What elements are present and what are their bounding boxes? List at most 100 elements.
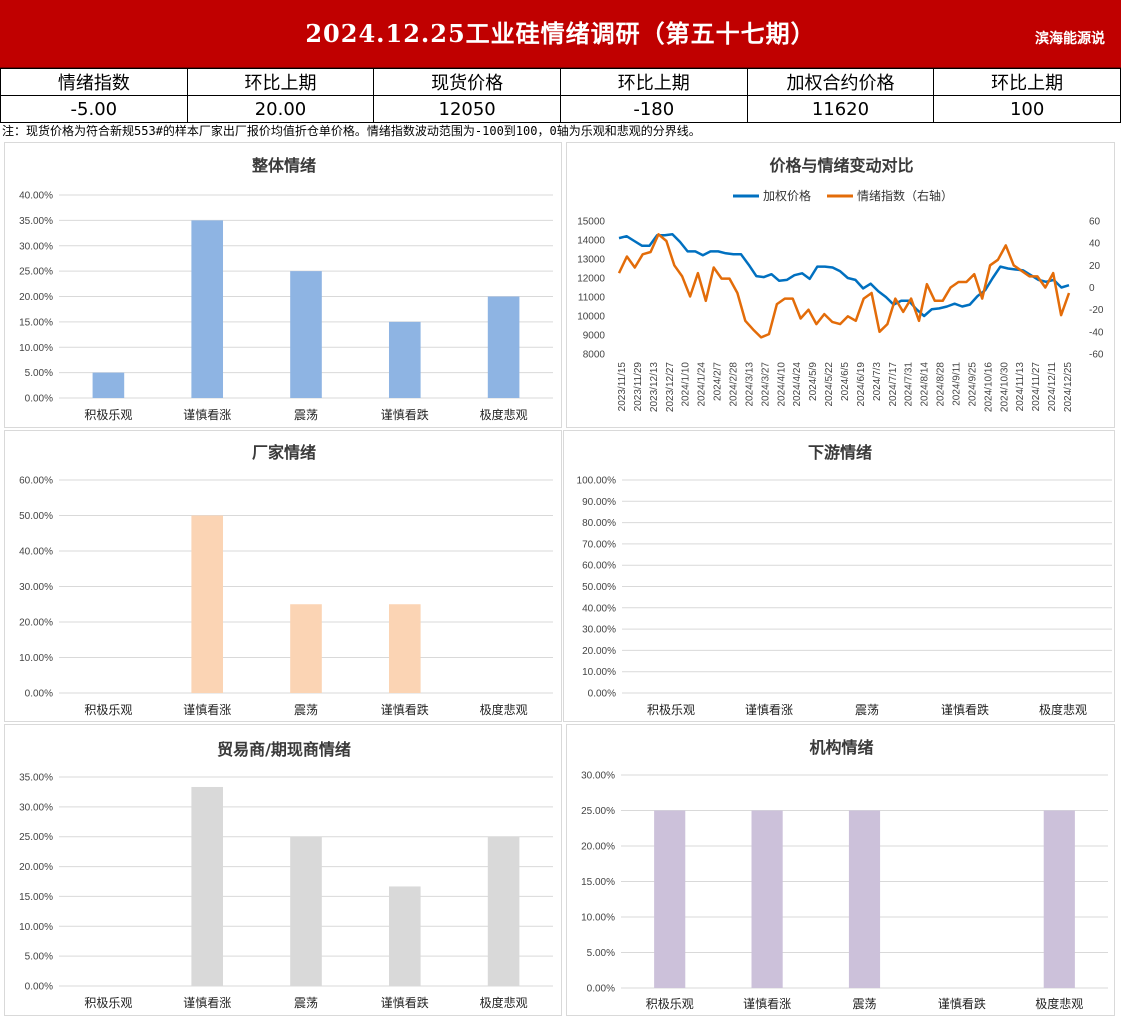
summary-header-cell: 环比上期 <box>186 68 375 96</box>
y-tick-label: 0.00% <box>588 689 616 700</box>
y-tick-label: 70.00% <box>582 539 616 550</box>
x-category-label: 谨慎看跌 <box>381 702 429 717</box>
x-tick-label: 2024/9/25 <box>967 362 978 407</box>
y-tick-label: 25.00% <box>19 832 53 843</box>
x-tick-label: 2024/8/28 <box>936 362 947 407</box>
bar <box>191 515 224 693</box>
x-category-label: 谨慎看涨 <box>743 996 791 1011</box>
y-tick-label: 40.00% <box>582 603 616 614</box>
y-right-tick-label: 40 <box>1089 239 1101 250</box>
x-category-label: 震荡 <box>294 408 318 422</box>
summary-value-cell: -5.00 <box>0 95 188 123</box>
chart-traders: 贸易商/期现商情绪 0.00% 5.00% 10.00% 15.00% 20.00% 25.… <box>19 740 553 1010</box>
y-tick-label: 90.00% <box>582 497 616 508</box>
y-right-tick-label: 60 <box>1089 217 1101 228</box>
y-tick-label: 15.00% <box>581 877 615 888</box>
x-tick-label: 2024/1/10 <box>681 362 692 407</box>
summary-table: 情绪指数 环比上期 现货价格 环比上期 加权合约价格 环比上期 -5.00 20… <box>0 68 1121 123</box>
y-tick-label: 10.00% <box>19 343 53 354</box>
y-right-tick-label: 20 <box>1089 261 1101 272</box>
x-category-label: 谨慎看涨 <box>183 995 231 1010</box>
chart-producers: 厂家情绪 0.00% 10.00% 20.00% 30.00% 40.00% 50.00% 6… <box>19 443 553 717</box>
x-tick-label: 2024/3/27 <box>760 362 771 407</box>
bar <box>487 836 520 986</box>
chart-title: 下游情绪 <box>808 443 872 462</box>
y-left-tick-label: 12000 <box>577 274 605 285</box>
x-tick-label: 2024/6/5 <box>840 362 851 401</box>
y-left-tick-label: 9000 <box>583 331 606 342</box>
y-tick-label: 0.00% <box>25 982 53 993</box>
bar <box>92 372 125 398</box>
x-tick-label: 2023/11/29 <box>633 362 644 412</box>
y-tick-label: 20.00% <box>19 862 53 873</box>
chart-title: 厂家情绪 <box>252 443 316 462</box>
bar <box>290 604 322 693</box>
series-line-price <box>618 233 1070 318</box>
footnote: 注：现货价格为符合新规553#的样本厂家出厂报价均值折仓单价格。情绪指数波动范围… <box>2 124 701 138</box>
bar <box>388 321 421 398</box>
summary-value-cell: -180 <box>559 95 748 123</box>
y-tick-label: 0.00% <box>587 984 615 995</box>
x-category-label: 谨慎看涨 <box>745 702 793 717</box>
x-category-label: 谨慎看跌 <box>381 995 429 1010</box>
y-left-tick-label: 10000 <box>577 312 605 323</box>
bar <box>290 271 322 398</box>
summary-header-cell: 环比上期 <box>559 68 748 96</box>
y-tick-label: 40.00% <box>19 191 53 202</box>
y-tick-label: 30.00% <box>19 582 53 593</box>
y-tick-label: 15.00% <box>19 892 53 903</box>
bar <box>848 810 881 988</box>
page-title: 2024.12.25工业硅情绪调研（第五十七期） <box>305 19 816 48</box>
y-right-tick-label: -60 <box>1089 350 1104 361</box>
bar <box>654 810 686 988</box>
bar <box>290 836 322 986</box>
summary-value-cell: 20.00 <box>186 95 375 123</box>
y-tick-label: 5.00% <box>587 948 615 959</box>
x-tick-label: 2023/12/27 <box>665 362 676 412</box>
y-tick-label: 30.00% <box>19 241 53 252</box>
y-tick-label: 60.00% <box>19 476 53 487</box>
summary-value-cell: 12050 <box>373 95 561 123</box>
chart-title: 贸易商/期现商情绪 <box>217 740 351 759</box>
x-category-label: 极度悲观 <box>480 407 528 422</box>
y-tick-label: 0.00% <box>25 689 53 700</box>
x-tick-label: 2024/12/11 <box>1047 362 1058 412</box>
x-category-label: 震荡 <box>294 703 318 717</box>
x-category-label: 积极乐观 <box>84 408 132 422</box>
x-category-label: 谨慎看跌 <box>938 996 986 1011</box>
x-category-label: 积极乐观 <box>646 997 694 1011</box>
y-tick-label: 50.00% <box>19 511 53 522</box>
x-tick-label: 2024/6/19 <box>856 362 867 407</box>
chart-panel-price-vs-sentiment: 价格与情绪变动对比 加权价格 情绪指数（右轴） 8000 9000 10000 11000 1… <box>566 142 1115 428</box>
chart-panel-producers: 厂家情绪 0.00% 10.00% 20.00% 30.00% 40.00% 50.00% 6… <box>4 430 562 722</box>
brand-label: 滨海能源说 <box>1035 31 1105 47</box>
x-tick-label: 2024/11/13 <box>1015 362 1026 412</box>
y-right-tick-label: 0 <box>1089 283 1095 294</box>
y-left-tick-label: 15000 <box>577 217 605 228</box>
x-tick-label: 2024/9/11 <box>952 362 963 406</box>
y-tick-label: 50.00% <box>582 582 616 593</box>
summary-header-cell: 加权合约价格 <box>746 68 935 96</box>
x-tick-label: 2023/12/13 <box>649 362 660 412</box>
x-tick-label: 2024/4/24 <box>792 362 803 407</box>
y-tick-label: 20.00% <box>581 842 615 853</box>
bar <box>191 220 224 398</box>
x-tick-label: 2024/5/9 <box>808 362 819 401</box>
y-tick-label: 15.00% <box>19 317 53 328</box>
summary-header-cell: 现货价格 <box>373 68 561 96</box>
x-tick-label: 2024/2/28 <box>729 362 740 407</box>
header-banner: 2024.12.25工业硅情绪调研（第五十七期） 滨海能源说 <box>0 0 1121 68</box>
y-tick-label: 20.00% <box>19 292 53 303</box>
y-tick-label: 35.00% <box>19 773 53 784</box>
y-tick-label: 30.00% <box>582 625 616 636</box>
summary-value-row: -5.00 20.00 12050 -180 11620 100 <box>0 95 1121 123</box>
y-tick-label: 25.00% <box>19 267 53 278</box>
x-category-label: 谨慎看涨 <box>183 702 231 717</box>
x-category-label: 震荡 <box>294 996 318 1010</box>
y-left-tick-label: 14000 <box>577 236 605 247</box>
x-tick-label: 2024/7/3 <box>872 362 883 401</box>
y-tick-label: 80.00% <box>582 518 616 529</box>
chart-panel-traders: 贸易商/期现商情绪 0.00% 5.00% 10.00% 15.00% 20.00% 25.… <box>4 724 562 1016</box>
y-tick-label: 10.00% <box>582 667 616 678</box>
